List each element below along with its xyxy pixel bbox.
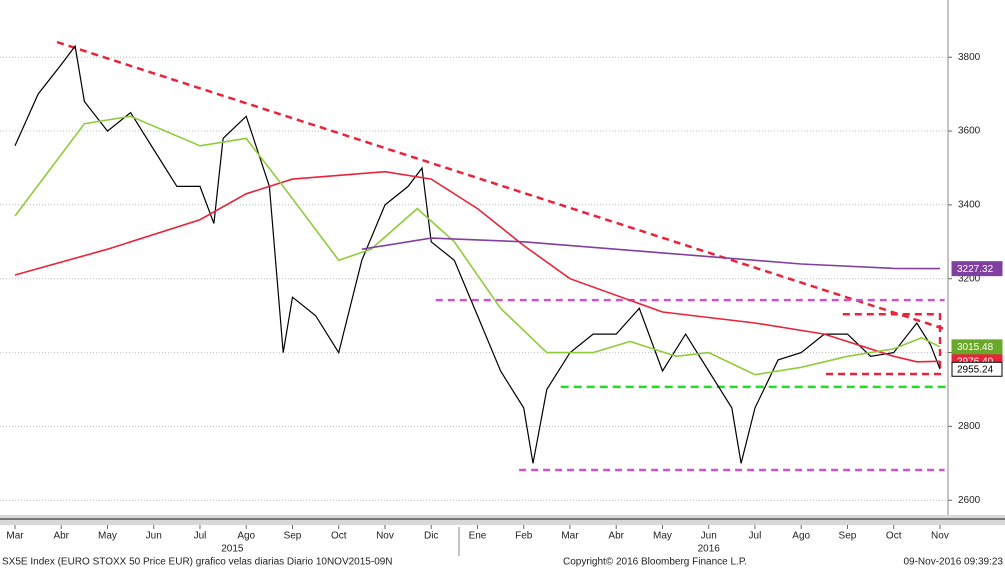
- trend-line: [824, 312, 942, 376]
- x-tick-label: Feb: [515, 531, 533, 542]
- y-tick-label: 2600: [958, 495, 981, 506]
- moving-average: [14, 115, 941, 376]
- y-tick-label: 2800: [958, 421, 981, 432]
- x-tick-label: Nov: [931, 531, 949, 542]
- x-tick-label: Oct: [331, 531, 347, 542]
- footer-timestamp: 09-Nov-2016 09:39:23: [903, 557, 1003, 568]
- last-value-label: 2955.24: [957, 364, 994, 375]
- x-tick-label: Abr: [53, 531, 69, 542]
- last-value-label: 3015.48: [957, 342, 994, 353]
- y-tick-label: 3200: [958, 273, 981, 284]
- year-label: 2016: [698, 544, 721, 555]
- x-tick-label: Ene: [469, 531, 487, 542]
- x-tick-label: Jun: [146, 531, 162, 542]
- x-tick-label: Nov: [376, 531, 394, 542]
- x-tick-label: Jun: [701, 531, 717, 542]
- x-tick-label: Abr: [608, 531, 624, 542]
- footer-copyright: Copyright© 2016 Bloomberg Finance L.P.: [563, 557, 747, 568]
- x-tick-label: Oct: [886, 531, 902, 542]
- x-tick-label: May: [653, 531, 672, 542]
- x-tick-label: Ago: [237, 531, 255, 542]
- y-tick-label: 3800: [958, 52, 981, 63]
- moving-average: [14, 170, 941, 363]
- y-tick-label: 3400: [958, 200, 981, 211]
- price-line: [14, 44, 941, 464]
- moving-average: [361, 237, 941, 270]
- year-label: 2015: [221, 544, 244, 555]
- last-value-box: [951, 339, 1003, 355]
- last-value-label: 3227.32: [957, 264, 994, 275]
- y-tick-label: 3600: [958, 126, 981, 137]
- x-tick-label: Dic: [424, 531, 438, 542]
- last-value-box: [951, 261, 1003, 277]
- x-tick-label: Mar: [6, 531, 24, 542]
- x-tick-label: May: [98, 531, 117, 542]
- x-tick-label: Jul: [194, 531, 207, 542]
- x-tick-label: Sep: [284, 531, 302, 542]
- last-value-box: [951, 361, 1003, 377]
- trend-line: [56, 40, 949, 332]
- x-tick-label: Mar: [561, 531, 579, 542]
- footer-source: SX5E Index (EURO STOXX 50 Price EUR) gra…: [2, 557, 393, 568]
- x-tick-label: Sep: [839, 531, 857, 542]
- x-tick-label: Jul: [749, 531, 762, 542]
- x-tick-label: Ago: [792, 531, 810, 542]
